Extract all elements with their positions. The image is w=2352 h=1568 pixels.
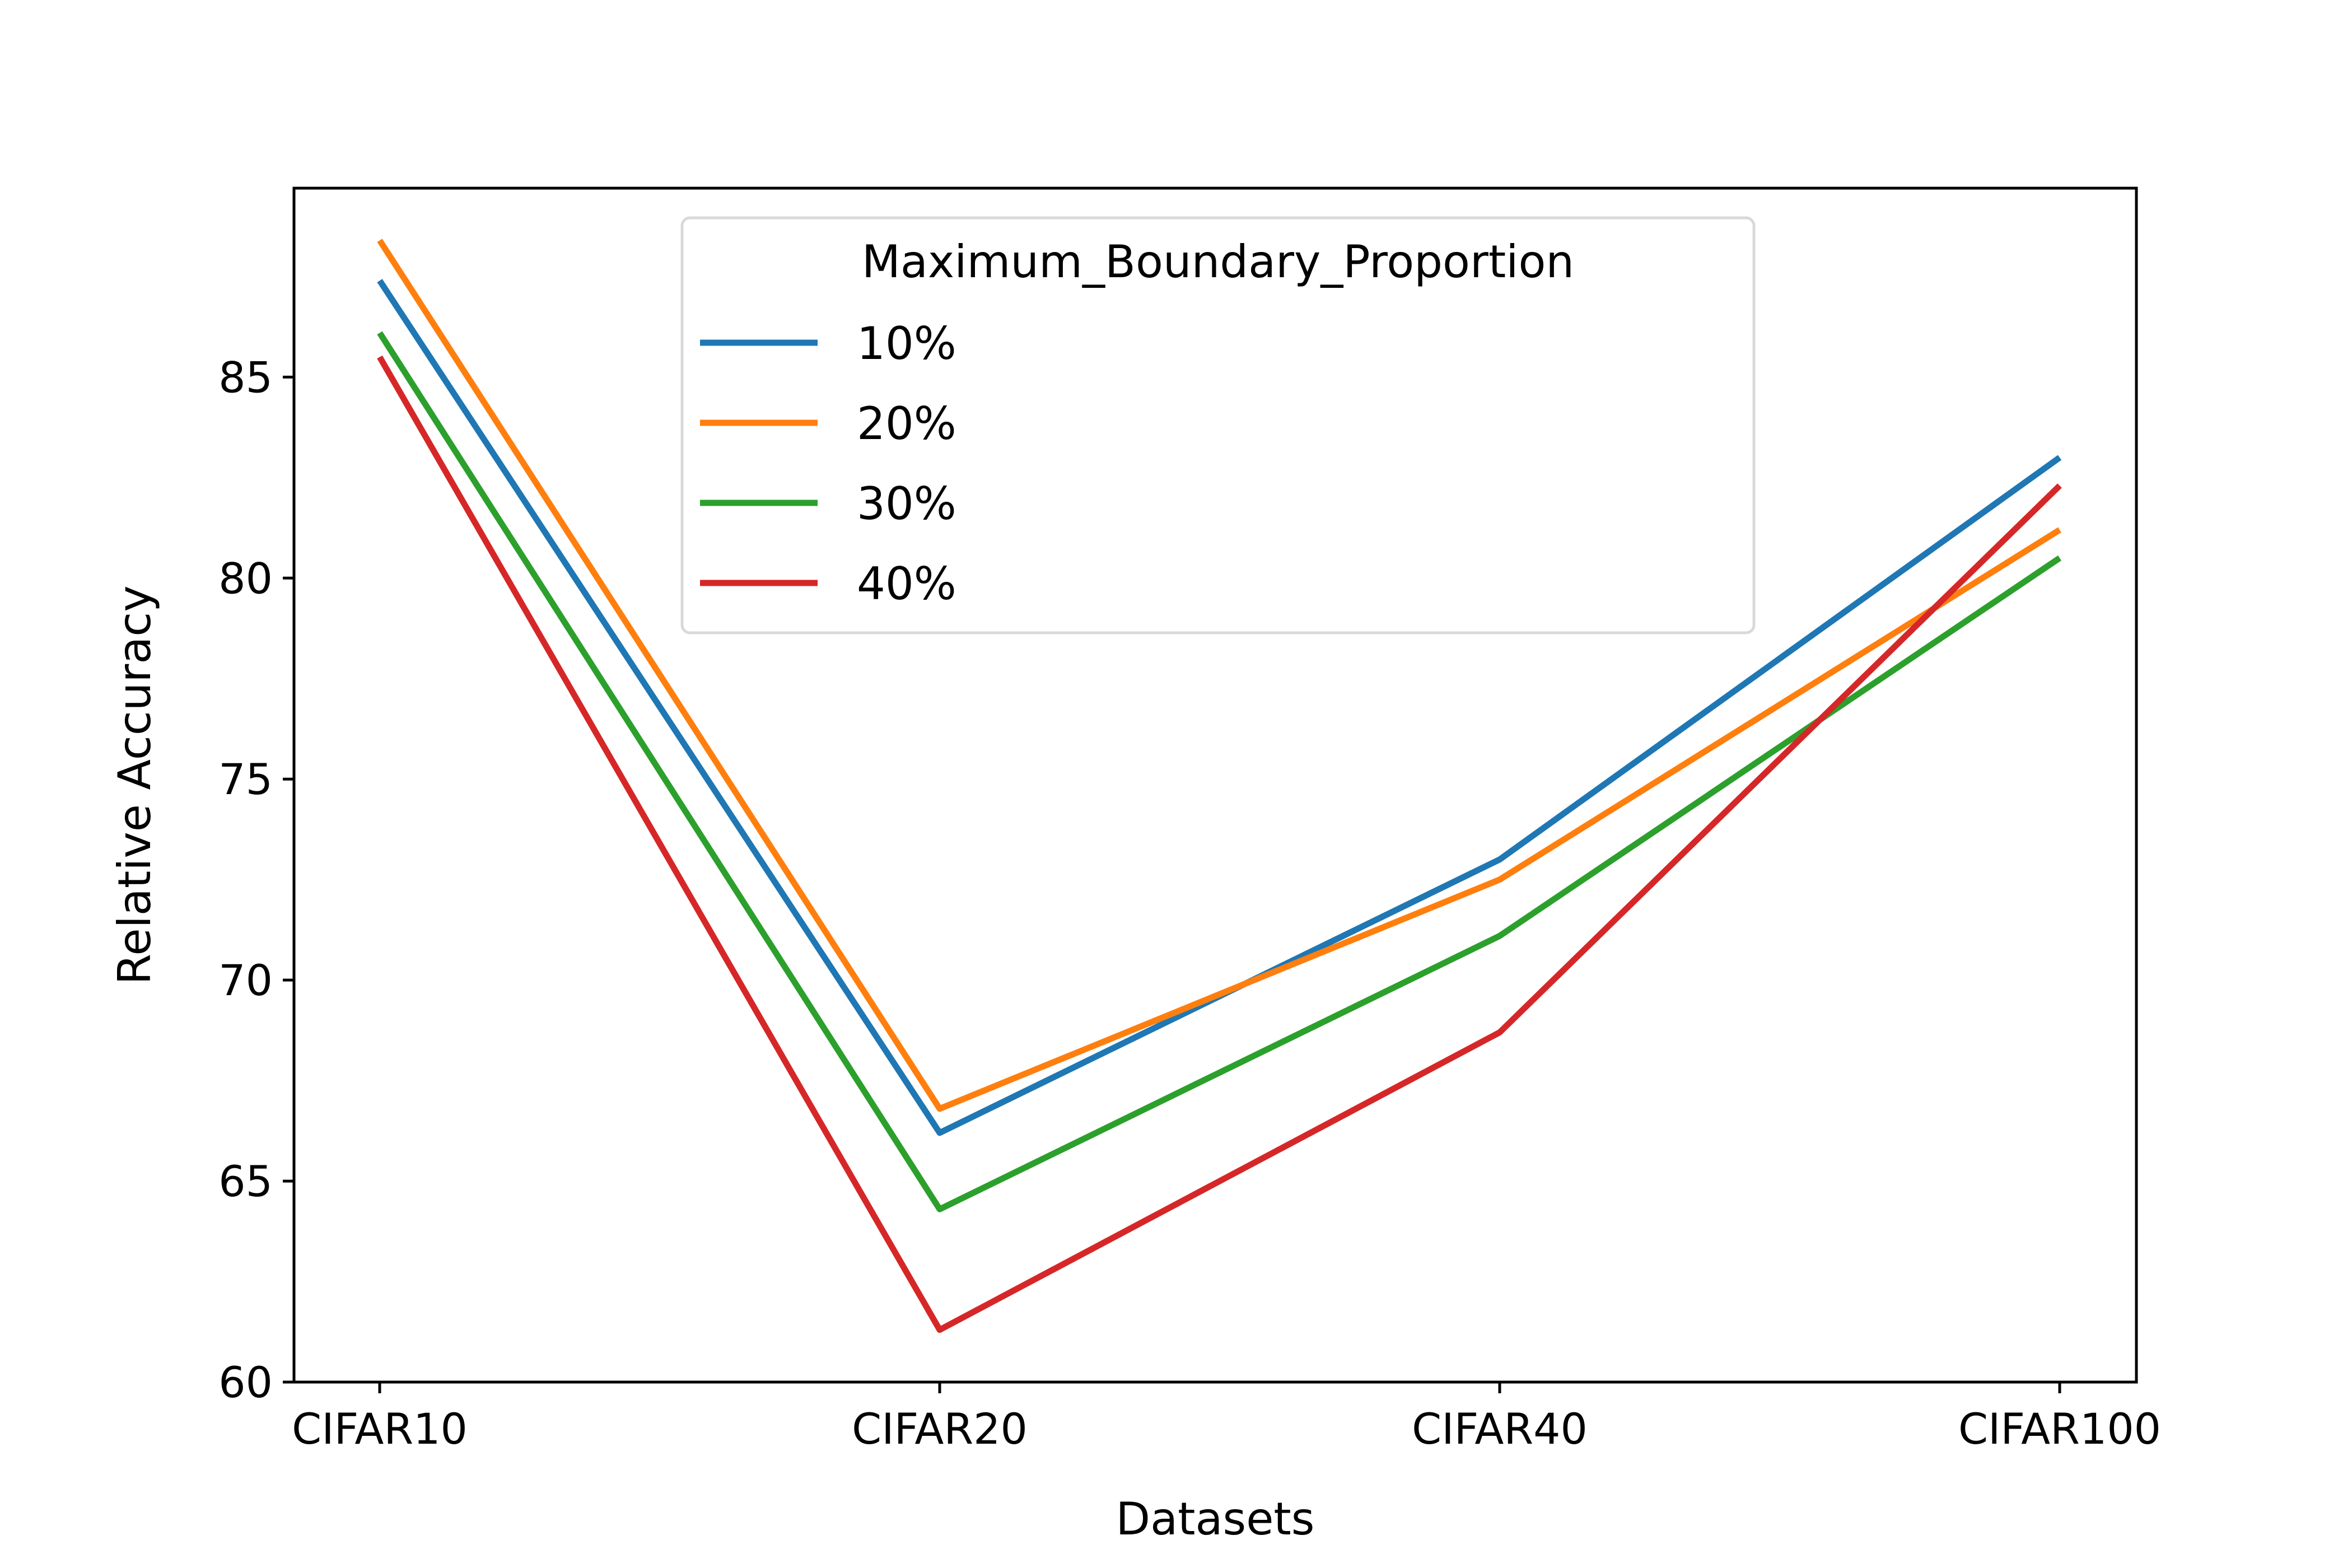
y-tick-label: 65 <box>218 1156 273 1206</box>
legend-label: 20% <box>857 398 956 450</box>
y-tick-label: 60 <box>218 1357 273 1407</box>
legend: Maximum_Boundary_Proportion 10% 20% 30% 40% <box>680 216 1756 634</box>
y-axis-label: Relative Accuracy <box>109 585 161 984</box>
legend-entries: 10% 20% 30% 40% <box>700 318 956 610</box>
x-axis-label: Datasets <box>1116 1493 1315 1545</box>
legend-title: Maximum_Boundary_Proportion <box>862 236 1574 288</box>
legend-box <box>680 216 1756 634</box>
y-tick-label: 70 <box>218 955 273 1005</box>
x-tick-label: CIFAR10 <box>292 1404 468 1454</box>
y-tick-label: 80 <box>218 553 273 603</box>
y-tick-label: 85 <box>218 352 273 402</box>
x-tick-label: CIFAR100 <box>1958 1404 2161 1454</box>
x-tick-label: CIFAR40 <box>1412 1404 1588 1454</box>
x-tick-label: CIFAR20 <box>852 1404 1028 1454</box>
series-line-3 <box>377 331 2062 1212</box>
y-tick-label: 75 <box>218 754 273 804</box>
series-line-2 <box>377 239 2061 1112</box>
plot-frame <box>292 186 2138 1384</box>
series-line-4 <box>377 355 2062 1333</box>
legend-label: 40% <box>857 558 956 610</box>
legend-label: 10% <box>857 318 956 370</box>
x-axis: CIFAR10 CIFAR20 CIFAR40 CIFAR100 <box>292 1382 2161 1454</box>
legend-label: 30% <box>857 478 956 530</box>
y-axis: 60 65 70 75 80 85 <box>218 352 294 1407</box>
series-layer <box>377 239 2062 1333</box>
